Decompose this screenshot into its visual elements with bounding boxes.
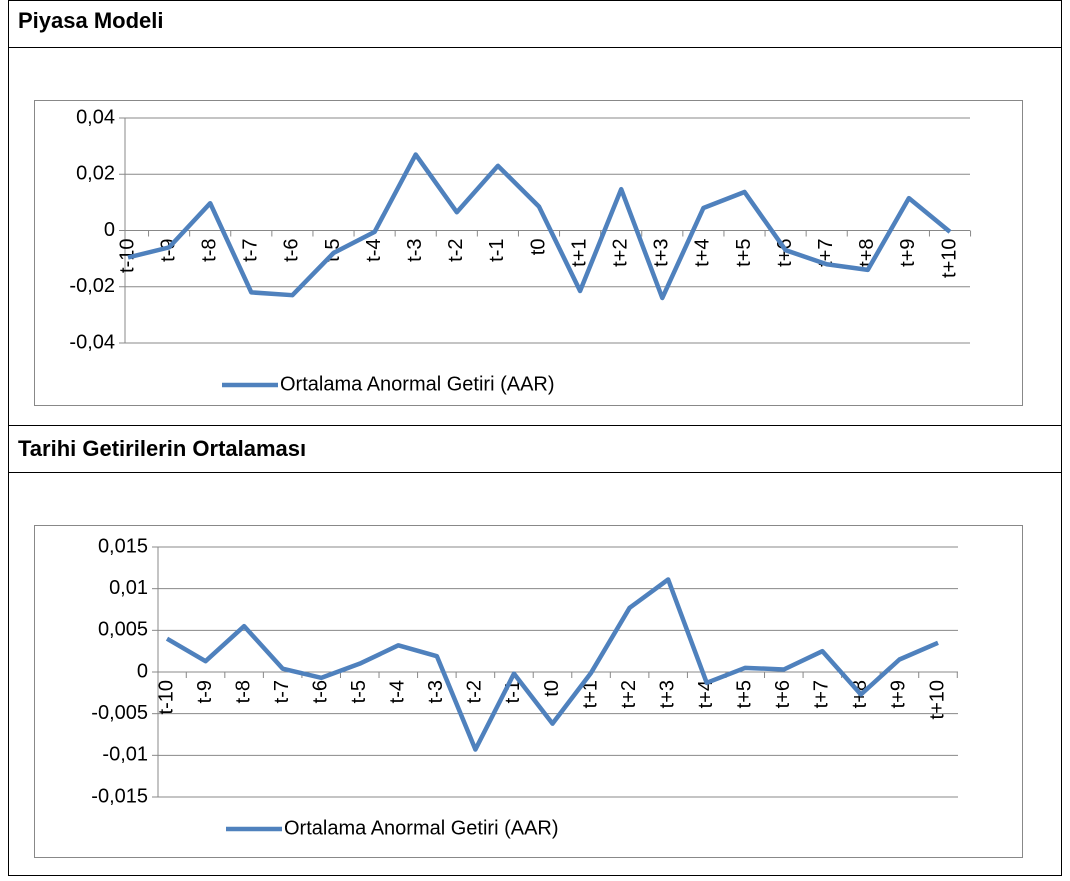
x-tick-label: t+8 xyxy=(856,239,878,267)
x-tick-label: t+9 xyxy=(888,680,910,708)
x-tick-label: t0 xyxy=(541,680,563,697)
x-tick-label: t-8 xyxy=(232,680,254,703)
y-tick-label: -0,005 xyxy=(91,702,148,724)
y-tick-label: 0,02 xyxy=(76,163,115,185)
legend-label: Ortalama Anormal Getiri (AAR) xyxy=(284,817,559,839)
x-tick-label: t+7 xyxy=(811,680,833,708)
x-tick-label: t-6 xyxy=(309,680,331,703)
x-tick-label: t-3 xyxy=(404,239,426,262)
y-tick-label: -0,01 xyxy=(102,744,148,766)
x-tick-label: t+10 xyxy=(926,680,948,719)
x-tick-label: t-7 xyxy=(240,238,262,261)
x-tick-label: t-5 xyxy=(322,239,344,262)
y-tick-label: 0,01 xyxy=(109,577,148,599)
y-tick-label: 0 xyxy=(137,660,148,682)
chart-frame xyxy=(34,525,1023,858)
x-tick-label: t+5 xyxy=(734,680,756,708)
x-tick-label: t-7 xyxy=(271,680,293,703)
x-tick-label: t+1 xyxy=(579,680,601,708)
y-tick-label: -0,015 xyxy=(91,785,148,807)
x-tick-label: t+6 xyxy=(772,680,794,708)
x-tick-label: t+4 xyxy=(692,239,714,267)
x-tick-label: t+3 xyxy=(651,239,673,267)
section-title: Piyasa Modeli xyxy=(18,8,164,33)
x-tick-label: t-6 xyxy=(281,239,303,262)
chart-frame xyxy=(34,100,1023,406)
outer-border xyxy=(8,0,1062,876)
y-tick-label: 0 xyxy=(104,219,115,241)
y-tick-label: 0,04 xyxy=(76,106,115,128)
x-tick-label: t-9 xyxy=(194,680,216,703)
x-tick-label: t-4 xyxy=(387,680,409,703)
legend-label: Ortalama Anormal Getiri (AAR) xyxy=(280,373,555,395)
x-tick-label: t-3 xyxy=(425,680,447,703)
x-tick-label: t+5 xyxy=(733,239,755,267)
x-tick-label: t+1 xyxy=(568,239,590,267)
x-tick-label: t-2 xyxy=(445,239,467,262)
x-tick-label: t-10 xyxy=(116,239,138,273)
x-tick-label: t0 xyxy=(527,239,549,256)
x-tick-label: t-5 xyxy=(348,680,370,703)
x-tick-label: t+4 xyxy=(695,680,717,708)
y-tick-label: 0,005 xyxy=(98,619,148,641)
data-line xyxy=(165,577,939,752)
y-tick-label: -0,02 xyxy=(69,275,115,297)
x-tick-label: t-2 xyxy=(464,680,486,703)
x-tick-label: t+2 xyxy=(618,680,640,708)
x-tick-label: t-1 xyxy=(486,239,508,262)
data-line xyxy=(127,152,952,301)
x-tick-label: t+3 xyxy=(656,680,678,708)
x-tick-label: t+6 xyxy=(774,239,796,267)
y-tick-label: -0,04 xyxy=(69,331,115,353)
x-tick-label: t-10 xyxy=(155,680,177,714)
x-tick-label: t+9 xyxy=(897,239,919,267)
x-tick-label: t-4 xyxy=(363,239,385,262)
x-tick-label: t+2 xyxy=(609,239,631,267)
x-tick-label: t+10 xyxy=(938,239,960,278)
section-title: Tarihi Getirilerin Ortalaması xyxy=(18,436,306,461)
x-tick-label: t-8 xyxy=(198,239,220,262)
y-tick-label: 0,015 xyxy=(98,535,148,557)
